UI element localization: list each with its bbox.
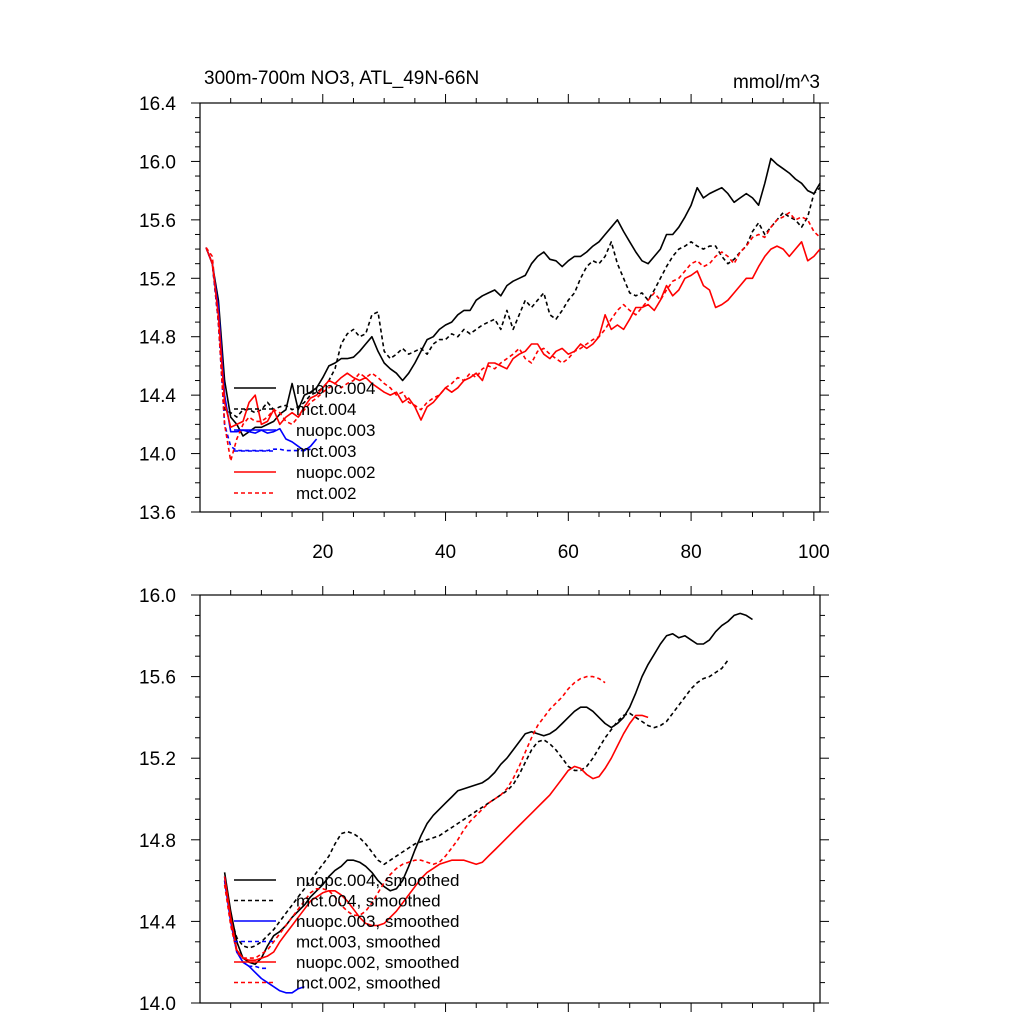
- panel-1-y-tick-label: 13.6: [139, 503, 176, 524]
- chart-units: mmol/m^3: [733, 72, 820, 93]
- panel-1-y-tick-label: 16.4: [139, 94, 176, 115]
- panel-2-series-line-3: [223, 876, 305, 994]
- panel-2-y-tick-label: 15.2: [139, 749, 176, 770]
- panel-1-y-tick-label: 15.6: [139, 211, 176, 232]
- panel-2-series-line-6: [223, 675, 606, 959]
- panel-2-y-tick-label: 15.6: [139, 668, 176, 689]
- panel-1-y-tick-label: 15.2: [139, 269, 176, 290]
- panel-1-legend-label: nuopc.003: [296, 421, 375, 440]
- panel-2-legend-label: nuopc.004, smoothed: [296, 871, 460, 890]
- panel-2-y-tick-label: 14.8: [139, 831, 176, 852]
- panel-1-y-tick-label: 14.4: [139, 386, 176, 407]
- panel-1-y-tick-label: 14.0: [139, 445, 176, 466]
- panel-1-y-tick-label: 14.8: [139, 328, 176, 349]
- panel-2-y-tick-label: 14.0: [139, 994, 176, 1015]
- panel-2-legend-label: mct.004, smoothed: [296, 892, 441, 911]
- panel-1-series-line-5: [205, 241, 821, 429]
- panel-1-series-line-6: [205, 211, 821, 462]
- panel-1-series-line-2: [205, 187, 821, 418]
- panel-1-legend-label: mct.002: [296, 484, 356, 503]
- panel-2-series-line-5: [223, 714, 649, 961]
- panel-1-plot-frame: [199, 102, 821, 513]
- panel-1-y-tick-label: 16.0: [139, 152, 176, 173]
- panel-2-legend-label: nuopc.003, smoothed: [296, 912, 460, 931]
- panel-1-series-line-1: [205, 157, 821, 437]
- panel-2-legend-label: mct.003, smoothed: [296, 933, 441, 952]
- panel-1-legend-label: nuopc.004: [296, 379, 375, 398]
- panel-1-x-tick-label: 40: [435, 542, 456, 563]
- panel-2-legend-label: mct.002, smoothed: [296, 974, 441, 993]
- panel-1-x-tick-label: 60: [558, 542, 579, 563]
- panel-2-series-line-1: [223, 612, 753, 965]
- panel-1-x-tick-label: 100: [798, 542, 830, 563]
- panel-1-x-tick-label: 80: [681, 542, 702, 563]
- panel-1-legend-label: mct.003: [296, 442, 356, 461]
- panel-2-plot-frame: [199, 594, 821, 1004]
- panel-2-series-line-4: [223, 880, 268, 970]
- panel-1-legend-label: mct.004: [296, 400, 356, 419]
- panel-2-series-line-2: [223, 659, 729, 949]
- panel-1-x-tick-label: 20: [312, 542, 333, 563]
- panel-2-y-tick-label: 14.4: [139, 912, 176, 933]
- chart-title: 300m-700m NO3, ATL_49N-66N: [204, 68, 479, 89]
- panel-2-y-tick-label: 16.0: [139, 586, 176, 607]
- panel-1-legend-label: nuopc.002: [296, 463, 375, 482]
- panel-2-legend-label: nuopc.002, smoothed: [296, 953, 460, 972]
